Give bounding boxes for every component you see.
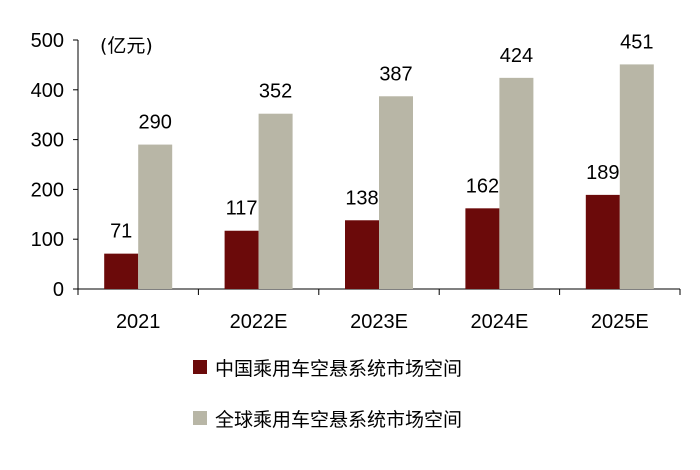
data-label: 451 — [620, 31, 653, 53]
data-label: 352 — [259, 81, 292, 103]
bar-global — [499, 77, 534, 290]
legend-swatch-global — [193, 411, 207, 425]
y-axis: 0 100 200 300 400 500 — [31, 30, 79, 301]
bar-china — [104, 253, 139, 289]
data-label: 424 — [500, 45, 533, 67]
x-axis: 2021 2022E 2023E 2024E 2025E — [77, 288, 681, 333]
y-tick-label: 300 — [31, 130, 64, 152]
legend: 中国乘用车空悬系统市场空间 全球乘用车空悬系统市场空间 — [193, 352, 462, 454]
bar-labels: 71 117 138 162 189 290 352 387 424 451 — [110, 31, 653, 242]
data-label: 387 — [379, 63, 412, 85]
y-tick-label: 500 — [31, 30, 64, 52]
bar-global — [379, 96, 413, 289]
bar-china — [465, 208, 500, 289]
data-label: 290 — [139, 112, 172, 134]
unit-label: (亿元) — [100, 35, 153, 57]
x-tick-label: 2022E — [230, 311, 288, 333]
bar-china — [585, 194, 620, 289]
legend-label-global: 全球乘用车空悬系统市场空间 — [215, 408, 463, 431]
y-tick-label: 400 — [31, 80, 64, 102]
legend-swatch-china — [193, 360, 207, 374]
x-tick-label: 2025E — [591, 311, 649, 333]
data-label: 117 — [226, 198, 258, 220]
legend-label-china: 中国乘用车空悬系统市场空间 — [215, 357, 463, 380]
y-tick-label: 0 — [53, 279, 64, 301]
bar-global — [138, 144, 173, 289]
bars — [104, 64, 654, 290]
legend-item-china: 中国乘用车空悬系统市场空间 — [193, 352, 462, 382]
bar-global — [619, 64, 654, 289]
x-tick-label: 2021 — [116, 311, 161, 333]
y-tick-label: 100 — [31, 229, 64, 251]
data-label: 71 — [110, 221, 132, 243]
y-tick-label: 200 — [31, 179, 64, 201]
x-tick-label: 2024E — [470, 311, 528, 333]
bar-china — [345, 220, 379, 289]
x-tick-label: 2023E — [350, 311, 408, 333]
data-label: 189 — [586, 162, 619, 184]
bar-global — [258, 113, 293, 289]
bar-china — [224, 230, 259, 289]
legend-item-global: 全球乘用车空悬系统市场空间 — [193, 403, 462, 433]
data-label: 162 — [466, 175, 499, 197]
bar-chart: 0 100 200 300 400 500 2021 2022E 2023E 2024E 2025… — [31, 30, 681, 333]
data-label: 138 — [345, 187, 378, 209]
